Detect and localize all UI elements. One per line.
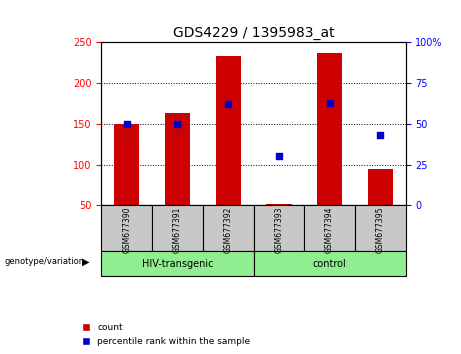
Bar (368, 169, 393, 205)
Bar (216, 56, 241, 205)
Bar (266, 204, 291, 205)
Point (174, 121, 181, 127)
Text: control: control (313, 259, 347, 269)
Bar (317, 53, 342, 205)
Text: GSM677391: GSM677391 (173, 207, 182, 253)
Bar (101, 251, 254, 276)
Title: GDS4229 / 1395983_at: GDS4229 / 1395983_at (173, 26, 334, 40)
Bar (114, 124, 140, 205)
Bar (152, 205, 203, 251)
Point (225, 102, 232, 107)
Text: GSM677395: GSM677395 (376, 207, 385, 253)
Text: GSM677393: GSM677393 (274, 207, 284, 253)
Bar (254, 251, 406, 276)
Text: HIV-transgenic: HIV-transgenic (142, 259, 213, 269)
Text: GSM677392: GSM677392 (224, 207, 233, 253)
Point (123, 121, 130, 127)
Text: GSM677394: GSM677394 (325, 207, 334, 253)
Text: GSM677390: GSM677390 (122, 207, 131, 253)
Legend: count, percentile rank within the sample: count, percentile rank within the sample (83, 324, 250, 346)
Text: genotype/variation: genotype/variation (5, 257, 85, 267)
Bar (304, 205, 355, 251)
Point (377, 132, 384, 138)
Bar (203, 205, 254, 251)
Bar (254, 205, 304, 251)
Bar (355, 205, 406, 251)
Point (326, 100, 333, 105)
Point (275, 154, 283, 159)
Bar (101, 205, 152, 251)
Text: ▶: ▶ (82, 257, 89, 267)
Bar (165, 113, 190, 205)
